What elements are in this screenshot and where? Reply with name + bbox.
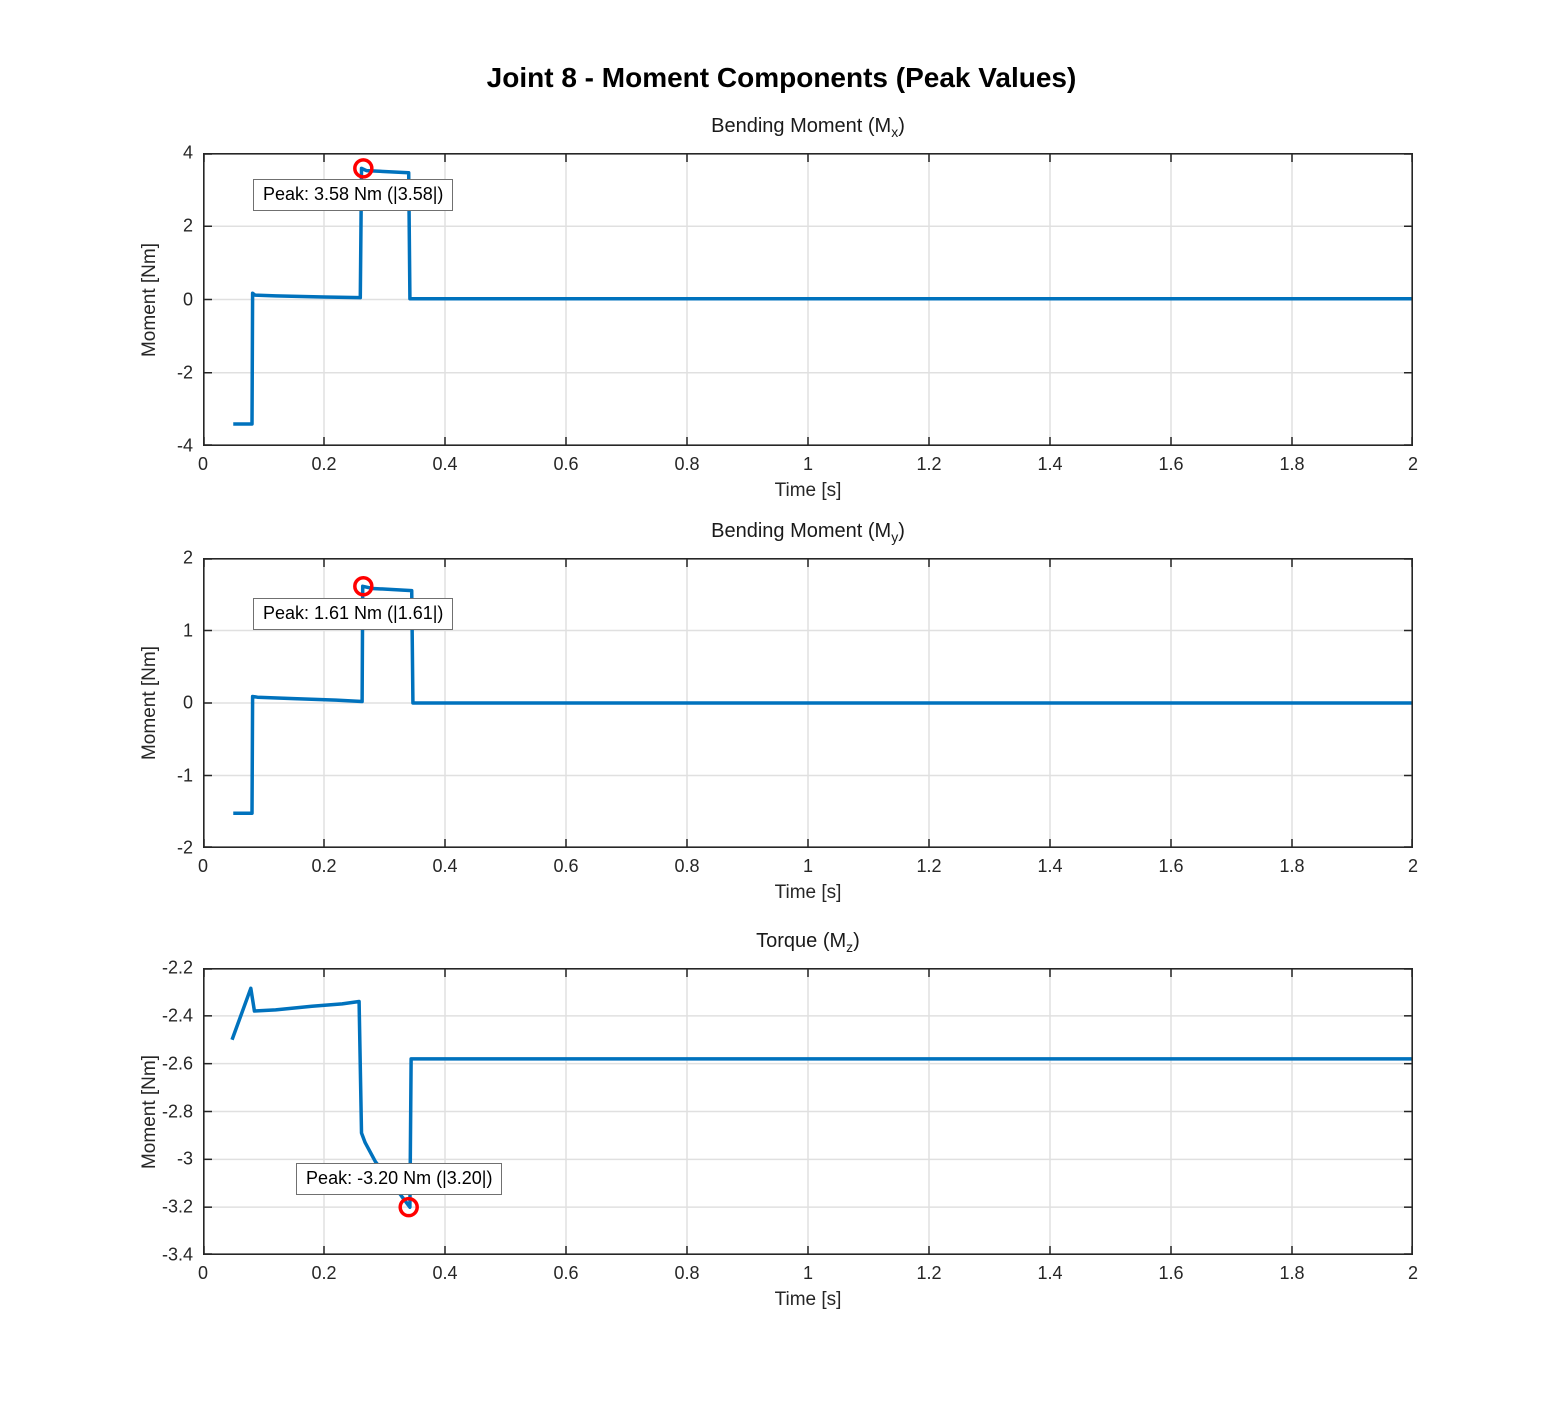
subplot-title-close: ) — [898, 115, 905, 137]
y-tick-label: 2 — [182, 547, 193, 568]
x-tick-label: 1.6 — [1158, 1263, 1184, 1283]
y-tick-label: -1 — [176, 765, 193, 785]
x-tick-label: 1.6 — [1158, 856, 1184, 876]
subplot-title-close: ) — [853, 930, 860, 952]
y-tick-label: -2.6 — [161, 1053, 193, 1074]
subplot-bending-moment-mx: Bending Moment (Mx) Moment [Nm] 0 0.2 0.4 0… — [139, 115, 1418, 501]
x-tick-label: 1.2 — [916, 1263, 942, 1283]
x-tick-label: 0.8 — [674, 1263, 700, 1283]
x-tick-label: 0 — [197, 454, 209, 474]
subplot-bending-moment-my: Bending Moment (My) Moment [Nm] 0 0.2 0.4 0… — [139, 520, 1418, 903]
x-tick-label: 0.2 — [311, 454, 337, 474]
x-tick-label: 0.2 — [311, 856, 337, 876]
x-tick-label: 0.8 — [674, 454, 700, 474]
y-tick-label: -2 — [176, 837, 193, 858]
x-tick-label: 0.4 — [432, 454, 458, 474]
x-tick-label: 1.8 — [1279, 1263, 1305, 1283]
x-tick-label: 0 — [197, 856, 209, 876]
peak-annotation: Peak: -3.20 Nm (|3.20|) — [296, 1162, 503, 1195]
y-tick-label: 2 — [182, 215, 193, 236]
y-tick-label: -3 — [176, 1148, 193, 1169]
x-axis-label: Time [s] — [774, 882, 842, 903]
plot-area: 0 0.2 0.4 0.6 0.8 1 1.2 1.4 1.6 1.8 2 -2.2 -2.4 -2.6 -… — [162, 958, 1418, 1284]
x-tick-label: 1 — [802, 856, 814, 876]
y-tick-label: -2.2 — [161, 957, 193, 978]
x-tick-label: 2 — [1407, 1263, 1419, 1283]
x-tick-label: 2 — [1407, 856, 1419, 876]
subplot-title-text: Bending Moment (M — [711, 115, 892, 137]
subplot-title: Torque (Mz) — [756, 930, 860, 955]
x-tick-label: 1.4 — [1037, 454, 1063, 474]
subplot-title-text: Bending Moment (M — [711, 520, 892, 542]
chart-canvas — [203, 968, 1413, 1255]
subplot-title-subscript: x — [891, 124, 899, 140]
subplot-title-subscript: z — [846, 939, 854, 955]
x-tick-label: 2 — [1407, 454, 1419, 474]
x-tick-label: 1.8 — [1279, 856, 1305, 876]
peak-annotation: Peak: 1.61 Nm (|1.61|) — [252, 598, 454, 631]
x-tick-label: 0.8 — [674, 856, 700, 876]
x-tick-label: 0.4 — [432, 1263, 458, 1283]
y-tick-label: -3.4 — [161, 1244, 193, 1265]
x-tick-label: 1.8 — [1279, 454, 1305, 474]
figure-title: Joint 8 - Moment Components (Peak Values… — [486, 62, 1077, 93]
x-tick-label: 0.6 — [553, 1263, 579, 1283]
x-tick-label: 0.6 — [553, 856, 579, 876]
y-tick-label: -4 — [176, 435, 193, 456]
x-tick-label: 1.6 — [1158, 454, 1184, 474]
x-axis-label: Time [s] — [774, 480, 842, 501]
y-tick-label: -2.4 — [161, 1005, 193, 1026]
subplot-title-close: ) — [898, 520, 905, 542]
x-axis-label: Time [s] — [774, 1289, 842, 1310]
subplot-title-subscript: y — [891, 529, 899, 545]
subplot-title-text: Torque (M — [756, 930, 847, 952]
y-tick-label: 1 — [182, 620, 193, 640]
x-tick-label: 0.2 — [311, 1263, 337, 1283]
y-tick-label: -3.2 — [161, 1196, 193, 1217]
peak-annotation: Peak: 3.58 Nm (|3.58|) — [252, 179, 454, 212]
y-axis-label: Moment [Nm] — [139, 242, 160, 357]
x-tick-label: 1.2 — [916, 856, 942, 876]
x-tick-label: 1.4 — [1037, 1263, 1063, 1283]
x-tick-label: 0.4 — [432, 856, 458, 876]
subplot-title: Bending Moment (Mx) — [711, 115, 905, 140]
x-tick-label: 1 — [802, 454, 814, 474]
y-tick-label: -2.8 — [161, 1101, 193, 1121]
x-tick-label: 1 — [802, 1263, 814, 1283]
x-tick-label: 1.2 — [916, 454, 942, 474]
subplot-torque-mz: Torque (Mz) Moment [Nm] 0 0.2 0.4 0.6 0.8 1 1.… — [139, 930, 1418, 1310]
x-tick-label: 0.6 — [553, 454, 579, 474]
subplot-title: Bending Moment (My) — [711, 520, 905, 545]
y-tick-label: 4 — [182, 142, 193, 163]
x-tick-label: 0 — [197, 1263, 209, 1283]
y-axis-label: Moment [Nm] — [139, 645, 160, 761]
y-axis-label: Moment [Nm] — [139, 1054, 160, 1169]
y-tick-label: 0 — [182, 692, 193, 713]
y-tick-label: -2 — [176, 362, 193, 383]
y-tick-label: 0 — [182, 289, 193, 309]
x-tick-label: 1.4 — [1037, 856, 1063, 876]
